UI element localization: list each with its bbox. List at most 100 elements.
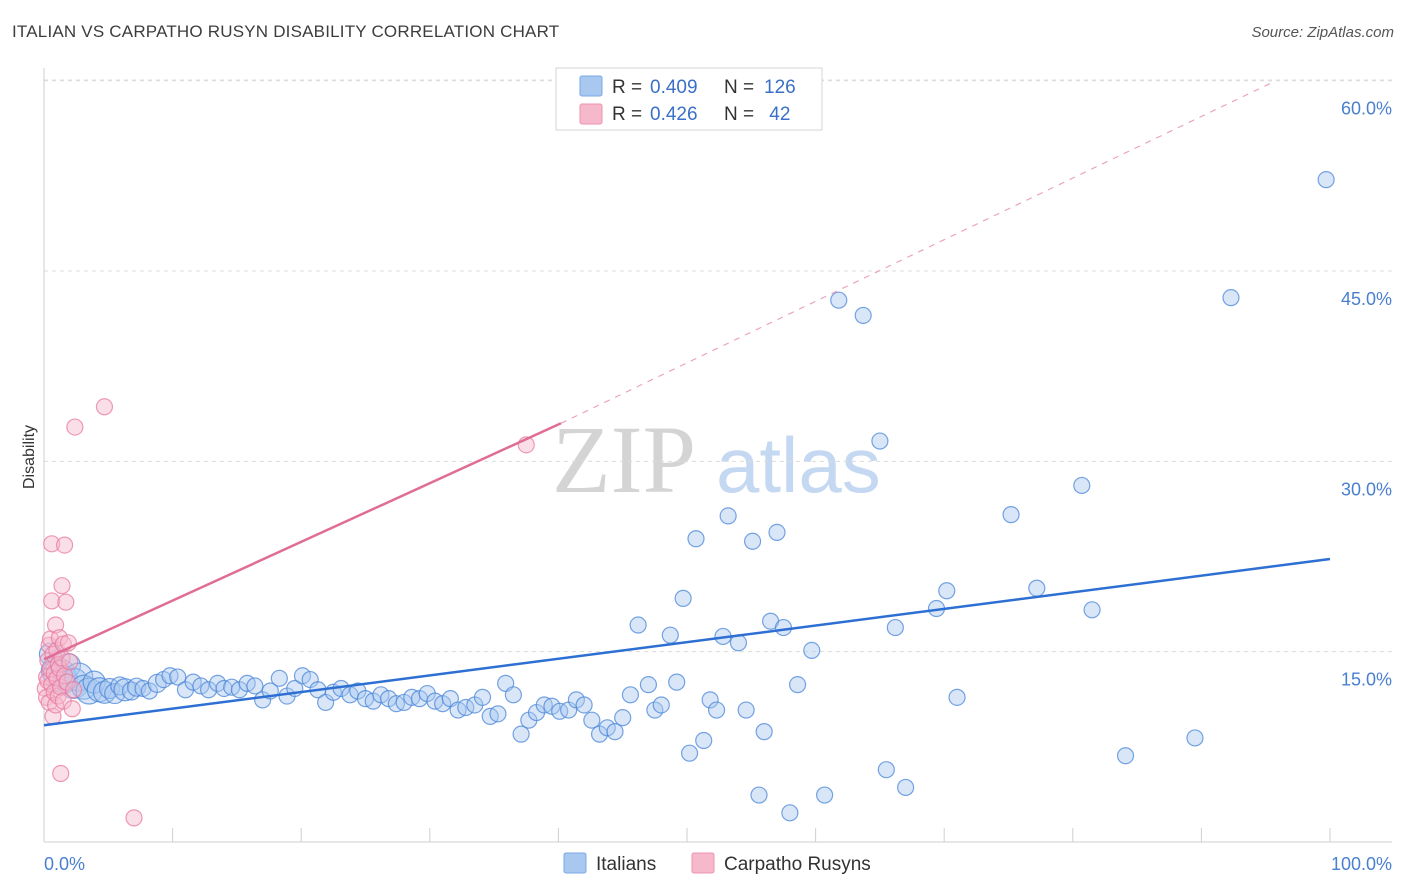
point-italians-80 [614,709,632,727]
legend-n-label-italians: N = [724,77,754,98]
point-italians-26 [192,677,210,695]
trend-line-rusyns-extension [560,81,1274,424]
source-label: Source: ZipAtlas.com [1251,24,1394,41]
point-italians-25 [184,673,202,691]
point-italians-49 [372,686,390,704]
x-ticks [172,828,1331,842]
watermark-zip: ZIP [552,406,696,513]
point-italians-66 [504,686,522,704]
legend-r-label-rusyns: R = [612,104,642,125]
legend-bottom-swatch-rusyns [691,852,715,874]
point-italians-36 [270,669,288,687]
chart-title: ITALIAN VS CARPATHO RUSYN DISABILITY COR… [12,22,560,41]
point-italians-75 [575,696,593,714]
legend-n-value-italians: 126 [764,77,796,98]
point-italians-82 [629,616,647,634]
legend-bottom-label-italians: Italians [596,854,656,875]
point-italians-79 [606,723,624,741]
point-rusyns-37 [64,681,83,699]
point-italians-92 [701,691,719,709]
legend-bottom-label-rusyns: Carpatho Rusyns [724,854,871,875]
point-italians-95 [719,507,737,525]
point-italians-120 [1083,601,1101,619]
point-italians-106 [803,641,821,660]
point-italians-81 [621,686,640,704]
point-italians-98 [743,532,762,550]
point-italians-105 [788,676,807,694]
y-tick-label-30: 30.0% [1341,479,1392,499]
point-italians-76 [583,711,601,729]
legend-swatch-italians [579,75,603,97]
y-tick-label-45: 45.0% [1341,289,1392,309]
x-tick-label-min: 0.0% [44,854,85,874]
point-italians-123 [1222,289,1240,307]
point-italians-87 [668,673,686,691]
point-rusyns-39 [95,398,114,416]
legend-swatch-rusyns [579,103,603,125]
legend-r-value-rusyns: 0.426 [650,104,698,125]
point-italians-115 [938,582,956,600]
point-italians-117 [1002,506,1020,524]
point-italians-104 [781,804,799,822]
point-italians-107 [816,786,834,804]
point-italians-88 [674,589,692,607]
trend-lines [43,81,1331,727]
x-tick-label-max: 100.0% [1331,854,1392,874]
point-italians-15 [113,678,137,702]
point-italians-122 [1186,729,1204,747]
watermark: ZIP atlas [552,406,881,513]
legend-r-label-italians: R = [612,77,642,98]
point-italians-67 [512,725,530,743]
point-italians-85 [652,696,670,714]
y-tick-labels: 15.0% 30.0% 45.0% 60.0% [1341,99,1392,690]
legend-n-label-rusyns: N = [724,104,754,125]
point-italians-113 [897,778,915,797]
point-italians-89 [680,744,699,762]
point-italians-124 [1317,171,1335,189]
point-rusyns-26 [53,577,71,595]
point-italians-62 [473,688,492,706]
point-italians-99 [750,786,768,804]
point-rusyns-32 [57,593,75,611]
point-rusyns-31 [55,536,74,554]
point-italians-8 [75,677,103,705]
point-italians-19 [140,682,159,700]
watermark-atlas: atlas [716,421,881,509]
point-rusyns-36 [63,700,81,718]
point-italians-102 [768,523,786,542]
point-italians-16 [121,681,142,701]
point-italians-116 [948,688,966,706]
y-tick-label-15: 15.0% [1341,670,1392,690]
point-italians-97 [737,701,755,719]
point-rusyns-11 [43,535,61,553]
point-italians-78 [598,719,616,737]
point-italians-86 [661,626,679,644]
legend-top: R = 0.409 N = 126 R = 0.426 N = 42 [555,67,823,131]
point-italians-119 [1073,476,1091,495]
trend-line-rusyns [43,422,562,661]
legend-bottom-swatch-italians [563,852,587,874]
point-italians-100 [755,723,773,741]
point-italians-109 [854,306,872,325]
point-italians-33 [246,677,264,695]
y-axis-label: Disability [21,425,38,489]
series-carpatho-rusyns [36,398,535,827]
point-italians-111 [877,761,895,779]
point-italians-83 [639,676,658,694]
point-italians-108 [830,291,848,309]
point-rusyns-10 [43,592,61,610]
point-italians-39 [293,667,312,685]
point-italians-91 [695,731,713,750]
point-italians-103 [774,618,793,637]
point-rusyns-38 [66,418,84,436]
legend-n-value-rusyns: 42 [764,104,790,125]
point-italians-118 [1028,579,1046,597]
legend-r-value-italians: 0.409 [650,77,698,98]
legend-bottom: Italians Carpatho Rusyns [563,852,871,875]
point-rusyns-40 [125,809,143,827]
point-italians-93 [707,701,726,719]
point-italians-112 [886,618,904,637]
y-tick-label-60: 60.0% [1341,99,1392,119]
point-italians-72 [551,702,569,720]
